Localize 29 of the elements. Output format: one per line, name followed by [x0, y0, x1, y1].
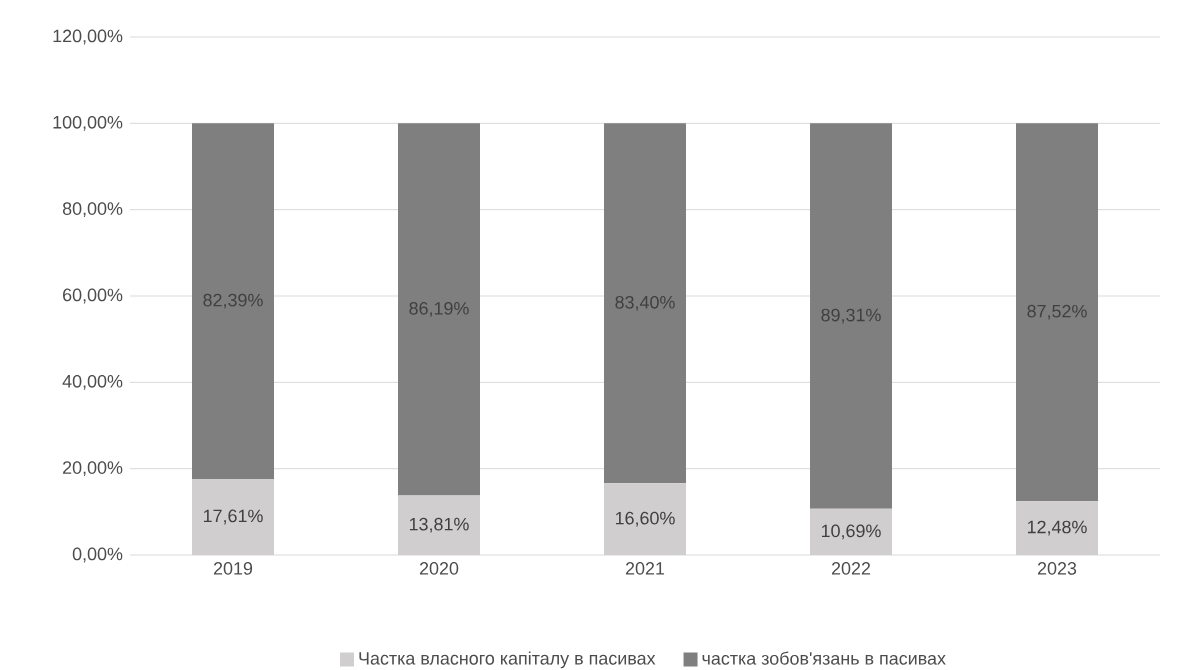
- data-label: 16,60%: [615, 511, 675, 527]
- data-label: 17,61%: [203, 509, 263, 525]
- x-tick-label: 2023: [1037, 562, 1077, 575]
- legend-label: частка зобов'язань в пасивах: [702, 651, 946, 665]
- data-label: 10,69%: [821, 524, 881, 540]
- data-label: 87,52%: [1027, 304, 1087, 320]
- x-tick-label: 2019: [213, 562, 253, 575]
- bar: [604, 123, 687, 484]
- bar: [1016, 123, 1099, 502]
- data-label: 82,39%: [203, 293, 263, 309]
- bar: [192, 123, 274, 479]
- y-tick-label: 20,00%: [63, 461, 123, 477]
- data-label: 13,81%: [409, 517, 469, 533]
- x-tick-label: 2022: [831, 562, 871, 575]
- y-tick-label: 40,00%: [62, 374, 123, 390]
- y-tick-label: 80,00%: [62, 202, 123, 218]
- y-tick-label: 100,00%: [53, 115, 123, 131]
- x-tick-label: 2020: [419, 562, 459, 575]
- data-label: 83,40%: [615, 295, 675, 311]
- y-tick-label: 120,00%: [53, 29, 123, 45]
- data-label: 89,31%: [821, 308, 881, 324]
- data-label: 12,48%: [1027, 520, 1087, 536]
- bar: [810, 123, 893, 509]
- x-tick-label: 2021: [625, 562, 665, 575]
- legend-label: Частка власного капіталу в пасивах: [359, 651, 656, 669]
- y-tick-label: 60,00%: [63, 288, 123, 304]
- data-label: 86,19%: [409, 301, 469, 317]
- y-tick-label: 0,00%: [72, 547, 123, 563]
- bar: [398, 123, 480, 496]
